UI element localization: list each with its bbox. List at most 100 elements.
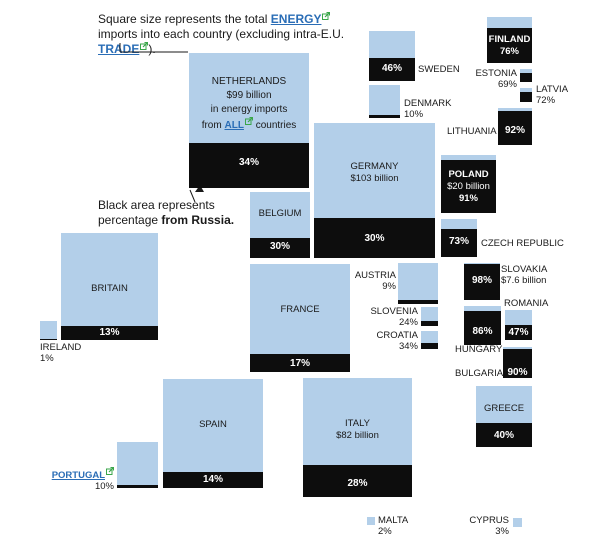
austria-label: AUSTRIA 9% [354,270,396,292]
country-square-austria [398,263,438,304]
pct-label-france: 17% [289,358,310,369]
pct-label-slovakia: 98% [471,275,492,286]
russia-share-croatia [421,343,438,349]
finland-label: FINLAND 76% [488,34,531,57]
pct-label-greece: 40% [493,430,514,441]
slovakia-label: SLOVAKIA $7.6 billion [501,264,548,286]
russia-share-latvia [520,92,532,102]
country-square-portugal [117,442,158,488]
russia-share-france [250,354,350,372]
denmark-label: DENMARK 10% [404,98,452,120]
russia-share-sweden [369,58,415,81]
country-square-czech-republic: 73% [441,219,477,257]
country-square-britain: 13% BRITAIN [61,233,158,340]
bulgaria-label: BULGARIA [455,368,504,379]
country-square-france: 17% FRANCE [250,264,350,372]
pct-label-netherlands: 34% [238,157,259,168]
russia-share-bulgaria [503,349,532,378]
country-square-denmark [369,85,400,118]
poland-label: POLAND $20 billion 91% [447,169,490,204]
france-label: FRANCE [280,304,320,315]
malta-label: MALTA 2% [378,515,409,537]
pct-label-lithuania: 92% [504,125,525,136]
russia-share-romania [505,325,532,340]
russia-share-czech-republic [441,229,477,257]
country-square-lithuania: 92% [498,108,532,145]
slovenia-label: SLOVENIA 24% [370,306,418,328]
leader-line [189,189,196,203]
all-link[interactable]: ALL [224,120,244,131]
sweden-label: SWEDEN [418,64,460,75]
netherlands-label: NETHERLANDS $99 billion in energy import… [201,76,297,131]
russia-share-spain [163,472,263,488]
country-square-belgium: 30% BELGIUM [250,192,310,258]
country-square-spain: 14% SPAIN [163,379,263,488]
pct-label-czech-republic: 73% [448,236,469,247]
pct-label-italy: 28% [347,478,368,489]
russia-share-estonia [520,73,532,82]
russia-share-britain [61,326,158,340]
hungary-label: HUNGARY [455,344,503,355]
greece-label: GREECE [483,403,525,414]
russia-share-ireland [40,339,57,340]
country-square-sweden: 46% [369,31,415,81]
external-link-icon [244,117,253,125]
russia-share-denmark [369,115,400,118]
country-square-poland: POLAND $20 billion 91% [441,155,496,213]
russia-share-germany [314,218,435,258]
russia-share-slovenia [421,321,438,326]
energy-link[interactable]: ENERGY [270,12,322,26]
pct-label-romania: 47% [508,327,529,338]
external-link-icon [140,42,149,50]
external-link-icon [106,467,114,475]
country-square-bulgaria: 90% [503,347,532,378]
country-square-croatia [421,331,438,349]
country-square-germany: 30% GERMANY $103 billion [314,123,435,258]
leader-arrow [195,185,204,192]
country-square-cyprus [513,518,522,527]
lithuania-label: LITHUANIA [447,126,497,137]
spain-label: SPAIN [199,419,227,430]
italy-label: ITALY $82 billion [336,418,379,441]
latvia-label: LATVIA 72% [536,84,569,106]
portugal-link[interactable]: PORTUGAL [51,470,105,481]
russia-share-lithuania [498,111,532,145]
russia-share-poland [441,160,496,213]
russia-share-note: Black area represents percentage from Ru… [98,198,235,227]
country-square-latvia [520,88,532,102]
country-square-ireland [40,321,57,340]
country-square-greece: 40% GREECE [476,386,532,447]
pct-label-britain: 13% [99,327,120,338]
pct-label-hungary: 86% [472,326,493,337]
belgium-label: BELGIUM [258,208,302,219]
country-square-netherlands: 34% NETHERLANDS $99 billion in energy im… [189,53,309,188]
russia-share-slovakia [464,264,500,300]
romania-label: ROMANIA [504,298,549,309]
country-square-slovakia: 98% [464,263,500,300]
pct-label-spain: 14% [202,474,223,485]
country-square-slovenia [421,307,438,326]
pct-label-belgium: 30% [269,241,290,252]
portugal-label: PORTUGAL 10% [40,467,114,492]
pct-label-germany: 30% [364,233,385,244]
external-link-icon [322,12,331,20]
germany-label: GERMANY $103 billion [350,161,399,184]
croatia-label: CROATIA 34% [376,330,418,352]
country-square-romania: 47% [505,310,532,340]
country-square-finland: FINLAND 76% [487,17,532,63]
russia-share-finland [487,28,532,63]
russia-share-netherlands [189,143,309,188]
pct-label-bulgaria: 90% [507,367,528,378]
country-square-hungary: 86% [464,306,501,345]
britain-label: BRITAIN [91,283,128,294]
russia-share-hungary [464,311,501,345]
russia-share-portugal [117,485,158,488]
pct-label-sweden: 46% [381,63,402,74]
ireland-label: IRELAND 1% [40,342,82,364]
estonia-label: ESTONIA 69% [475,68,517,90]
czech-republic-label: CZECH REPUBLIC [481,238,564,249]
russia-share-italy [303,465,412,497]
cyprus-label: CYPRUS 3% [469,515,509,537]
